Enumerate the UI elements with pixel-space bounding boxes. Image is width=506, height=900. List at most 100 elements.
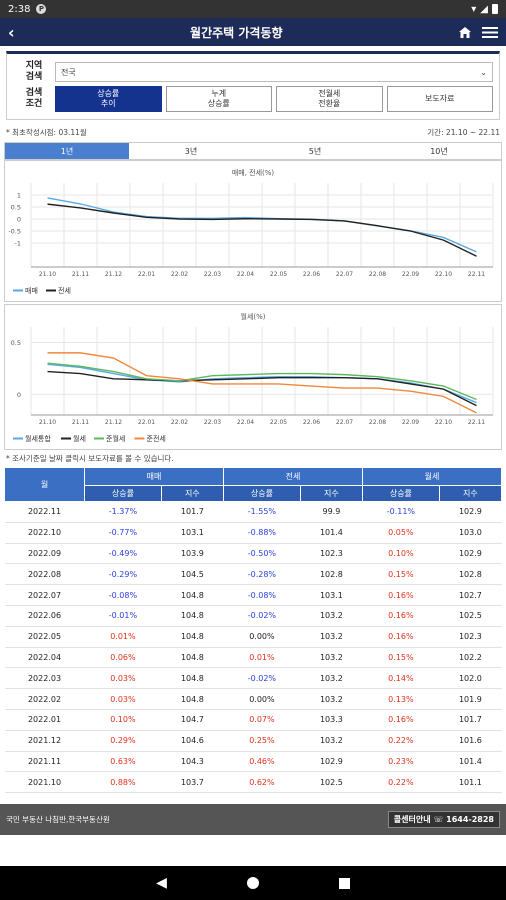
tab-3-year[interactable]: 3년: [129, 143, 253, 159]
sub-rate-header: 상승률: [84, 485, 162, 502]
row-month[interactable]: 2021.11: [4, 751, 85, 773]
row-index: 102.3: [439, 626, 502, 648]
row-month[interactable]: 2022.07: [4, 584, 85, 606]
row-index: 101.4: [300, 522, 363, 544]
table-row[interactable]: 2022.09 -0.49% 103.9 -0.50% 102.3 0.10% 102.9: [4, 543, 502, 565]
sub-index-header: 지수: [160, 485, 224, 502]
row-index: 101.7: [439, 709, 502, 731]
region-select[interactable]: 전국 ⌄: [55, 62, 493, 82]
table-row[interactable]: 2021.12 0.29% 104.6 0.25% 103.2 0.22% 101.6: [4, 730, 502, 752]
jeonse-header: 전세: [222, 467, 363, 486]
row-index: 101.9: [439, 688, 502, 710]
region-label: 지역 검색: [25, 61, 43, 82]
sale-header: 매매: [84, 467, 224, 486]
row-month[interactable]: 2022.03: [4, 667, 85, 690]
row-index: 104.7: [161, 709, 224, 731]
press-release-button[interactable]: 보도자료: [386, 86, 493, 112]
row-index: 102.9: [439, 543, 502, 565]
table-row[interactable]: 2022.11 -1.37% 101.7 -1.55% 99.9 -0.11% 102.9: [4, 501, 502, 523]
table-row[interactable]: 2021.11 0.63% 104.3 0.46% 102.9 0.23% 101.4: [4, 751, 502, 773]
row-month[interactable]: 2022.08: [4, 563, 85, 586]
row-rate: 0.05%: [362, 522, 440, 544]
legend-label: 준월세: [106, 434, 125, 443]
call-center-button[interactable]: 콜센터안내 ☏ 1644-2828: [387, 811, 500, 828]
tab-10-year[interactable]: 10년: [377, 143, 501, 159]
x-tick-label: 21.10: [39, 419, 56, 426]
row-index: 99.9: [300, 501, 363, 523]
x-tick-label: 22.03: [204, 419, 221, 426]
row-rate: 0.06%: [84, 647, 162, 669]
row-index: 102.7: [439, 584, 502, 606]
y-tick-label: 0.5: [11, 339, 21, 347]
row-rate: 0.14%: [362, 667, 440, 690]
row-rate: 0.15%: [362, 563, 440, 586]
y-tick-label: 0: [17, 216, 21, 224]
x-tick-label: 22.04: [237, 419, 254, 426]
series-line-0: [47, 363, 477, 404]
meta-row: * 최초작성시점: 03.11월 기간: 21.10 ~ 22.11: [6, 125, 500, 140]
row-index: 102.3: [300, 543, 363, 565]
x-tick-label: 22.06: [303, 419, 320, 426]
home-icon[interactable]: [458, 26, 472, 39]
legend-label: 전세: [58, 286, 71, 295]
table-row[interactable]: 2022.04 0.06% 104.8 0.01% 103.2 0.15% 102.2: [4, 647, 502, 669]
month-header: 월: [4, 467, 85, 502]
sub-index-header: 지수: [299, 485, 363, 502]
table-row[interactable]: 2022.08 -0.29% 104.5 -0.28% 102.8 0.15% 102.8: [4, 563, 502, 586]
row-index: 101.6: [439, 730, 502, 752]
row-index: 104.8: [161, 667, 224, 690]
tab-5-year[interactable]: 5년: [253, 143, 377, 159]
row-month[interactable]: 2021.12: [4, 730, 85, 752]
rate-trend-button[interactable]: 상승률 추이: [55, 86, 162, 112]
table-row[interactable]: 2022.06 -0.01% 104.8 -0.02% 103.2 0.16% 102.5: [4, 605, 502, 627]
row-rate: 0.00%: [223, 688, 301, 710]
wolse-header: 월세: [361, 467, 503, 486]
table-row[interactable]: 2022.03 0.03% 104.8 -0.02% 103.2 0.14% 102.0: [4, 667, 502, 690]
sale-jeonse-chart: 매매, 전세(%) 1 0.5 0 -0.5 -1 21.10 21.11 21.12 22.01…: [4, 160, 502, 302]
y-tick-label: -0.5: [8, 228, 21, 236]
row-index: 103.3: [300, 709, 363, 731]
row-index: 103.1: [161, 522, 224, 544]
row-rate: 0.10%: [84, 709, 162, 731]
row-month[interactable]: 2021.10: [4, 771, 85, 794]
row-month[interactable]: 2022.10: [4, 522, 85, 544]
row-index: 102.5: [439, 605, 502, 627]
x-tick-label: 22.09: [402, 419, 419, 426]
table-row[interactable]: 2021.10 0.88% 103.7 0.62% 102.5 0.22% 101.1: [4, 771, 502, 794]
row-rate: -1.37%: [84, 501, 162, 523]
table-row[interactable]: 2022.01 0.10% 104.7 0.07% 103.3 0.16% 101.7: [4, 709, 502, 731]
row-rate: 0.63%: [84, 751, 162, 773]
row-month[interactable]: 2022.11: [4, 501, 85, 523]
nav-back-icon[interactable]: ◀: [156, 875, 167, 891]
legend-label: 월세통합: [25, 434, 51, 443]
table-row[interactable]: 2022.05 0.01% 104.8 0.00% 103.2 0.16% 102.3: [4, 626, 502, 648]
chart-title: 매매, 전세(%): [232, 168, 275, 177]
row-month[interactable]: 2022.09: [4, 543, 85, 565]
app-bar: ‹ 월간주택 가격동향: [0, 18, 506, 46]
x-tick-label: 22.11: [468, 271, 485, 278]
conversion-rate-button[interactable]: 전월세 전환율: [276, 86, 383, 112]
cumulative-rate-button[interactable]: 누계 상승률: [165, 86, 272, 112]
table-row[interactable]: 2022.07 -0.08% 104.8 -0.08% 103.1 0.16% 102.7: [4, 584, 502, 606]
row-rate: -0.88%: [223, 522, 301, 544]
x-tick-label: 22.01: [138, 271, 155, 278]
row-index: 101.7: [161, 501, 224, 523]
nav-home-icon[interactable]: [246, 877, 259, 889]
row-index: 104.8: [161, 626, 224, 648]
condition-label: 검색 조건: [25, 88, 43, 109]
row-index: 104.8: [161, 605, 224, 627]
tab-1-year[interactable]: 1년: [5, 143, 129, 159]
menu-icon[interactable]: [482, 26, 498, 39]
row-month[interactable]: 2022.01: [4, 709, 85, 731]
row-rate: 0.10%: [362, 543, 440, 565]
table-row[interactable]: 2022.10 -0.77% 103.1 -0.88% 101.4 0.05% 103.0: [4, 522, 502, 544]
back-icon[interactable]: ‹: [8, 22, 15, 42]
row-month[interactable]: 2022.06: [4, 605, 85, 627]
x-tick-label: 22.09: [402, 271, 419, 278]
nav-recents-icon[interactable]: [338, 877, 350, 889]
row-rate: 0.25%: [223, 730, 301, 752]
table-row[interactable]: 2022.02 0.03% 104.8 0.00% 103.2 0.13% 101.9: [4, 688, 502, 710]
row-month[interactable]: 2022.05: [4, 626, 85, 648]
row-month[interactable]: 2022.02: [4, 688, 85, 710]
row-month[interactable]: 2022.04: [4, 647, 85, 669]
